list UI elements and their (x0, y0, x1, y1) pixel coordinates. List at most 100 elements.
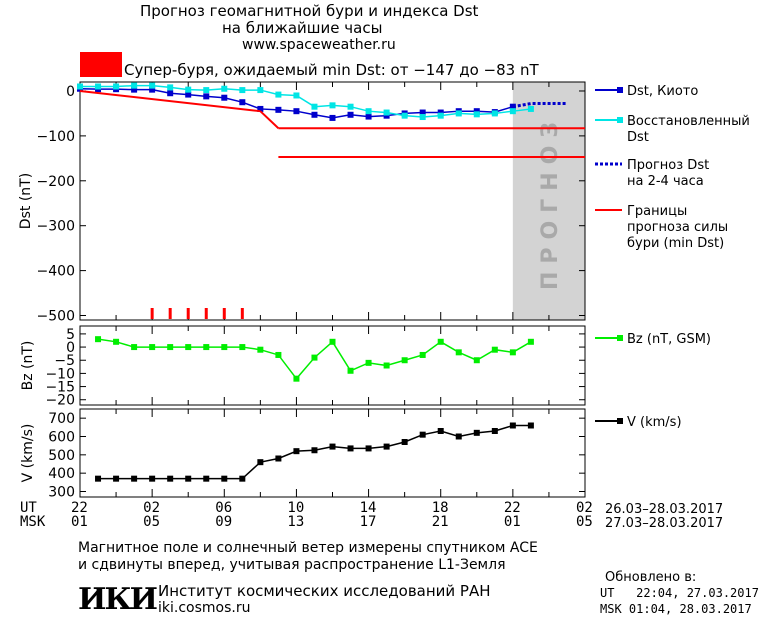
data-point (239, 475, 246, 482)
data-point (167, 90, 174, 97)
data-point (149, 475, 156, 482)
storm-level-swatch (80, 52, 122, 77)
data-point (347, 445, 354, 452)
y-tick-label: 0 (66, 84, 75, 100)
time-tick-label: 22 (71, 500, 88, 516)
data-point (437, 338, 444, 345)
y-tick-label: −500 (37, 309, 75, 325)
series-line (80, 84, 531, 118)
data-point (311, 111, 318, 118)
data-point (185, 475, 192, 482)
data-point (167, 475, 174, 482)
legend-label: Bz (nT, GSM) (627, 332, 711, 347)
y-tick-label: 500 (48, 448, 75, 464)
time-tick-label: 09 (215, 514, 233, 530)
data-point (383, 112, 390, 119)
data-point (473, 108, 480, 115)
page-subtitle: на ближайшие часы (222, 19, 383, 37)
time-tick-label: 17 (359, 514, 377, 530)
time-tick-label: 01 (71, 514, 88, 530)
data-point (113, 83, 120, 90)
forecast-band-label: ПРОГНОЗ (538, 114, 563, 290)
y-tick-label: −5 (54, 353, 75, 369)
time-tick-label: 10 (287, 500, 305, 516)
data-point (473, 111, 480, 118)
data-point (275, 455, 282, 462)
forecast-band (512, 82, 585, 320)
y-tick-label: −200 (37, 174, 75, 190)
data-point (77, 83, 83, 90)
bz-panel: 50−5−10−15−20 Bz (nT) (20, 325, 586, 409)
legend-label: Восстановленный (627, 114, 750, 129)
data-point (257, 87, 264, 94)
data-point (95, 336, 102, 343)
time-tick-label: 06 (215, 500, 233, 516)
legend-marker (617, 87, 623, 93)
data-point (131, 86, 138, 93)
data-point (221, 344, 228, 351)
data-point (293, 448, 300, 455)
data-point (419, 114, 426, 121)
time-tick-label: 05 (143, 514, 160, 530)
data-point (221, 85, 228, 92)
data-point (347, 103, 354, 110)
legend-label: Границы (627, 204, 687, 219)
legend-label: прогноза силы (627, 220, 728, 235)
data-point (473, 357, 480, 364)
institute-name: Институт космических исследований РАН (158, 582, 491, 600)
data-point (329, 114, 336, 121)
data-point (149, 86, 156, 93)
data-point (257, 346, 264, 353)
updated-ut: UT 22:04, 27.03.2017 (600, 586, 759, 600)
data-point (437, 428, 444, 434)
data-point (239, 344, 246, 351)
time-tick-label: 21 (431, 514, 449, 530)
data-point (275, 351, 282, 358)
data-point (365, 108, 372, 115)
data-point (383, 443, 390, 450)
time-tick-label: 05 (576, 514, 593, 530)
page-title: Прогноз геомагнитной бури и индекса Dst (140, 2, 479, 20)
data-point (275, 91, 282, 98)
data-point (491, 346, 498, 353)
data-point (329, 338, 336, 345)
ut-axis-label: UT (20, 500, 37, 516)
y-tick-label: −400 (37, 264, 75, 280)
data-point (149, 344, 156, 351)
storm-bound-line (79, 89, 261, 113)
measurement-note-1: Магнитное поле и солнечный ветер измерен… (78, 540, 538, 556)
data-point (95, 83, 102, 90)
data-point (239, 99, 246, 106)
data-point (473, 429, 480, 436)
y-tick-label: 5 (66, 327, 75, 343)
data-point (491, 428, 498, 434)
data-point (131, 475, 138, 482)
data-point (527, 422, 534, 429)
data-point (311, 103, 318, 110)
msk-date-range: 27.03–28.03.2017 (605, 516, 724, 531)
data-point (365, 359, 372, 366)
legend-label: Dst (627, 130, 649, 145)
institute-url[interactable]: iki.cosmos.ru (158, 600, 251, 616)
iki-logo: ИКИ (78, 582, 158, 617)
data-point (293, 108, 300, 115)
data-point (203, 93, 210, 100)
data-point (257, 105, 264, 112)
y-tick-label: 700 (48, 411, 75, 427)
plot-frame (79, 408, 586, 498)
legend-label: V (km/s) (627, 415, 682, 430)
y-axis-label: Bz (nT) (20, 341, 36, 391)
data-point (275, 106, 282, 113)
y-tick-label: −100 (37, 129, 75, 145)
data-point (203, 475, 210, 482)
source-url: www.spaceweather.ru (242, 37, 396, 53)
data-point (419, 431, 426, 438)
time-tick-label: 13 (287, 514, 305, 530)
data-point (185, 344, 192, 351)
time-tick-label: 01 (503, 514, 521, 530)
y-tick-label: −15 (45, 380, 75, 396)
data-point (365, 445, 372, 452)
data-point (131, 82, 138, 89)
